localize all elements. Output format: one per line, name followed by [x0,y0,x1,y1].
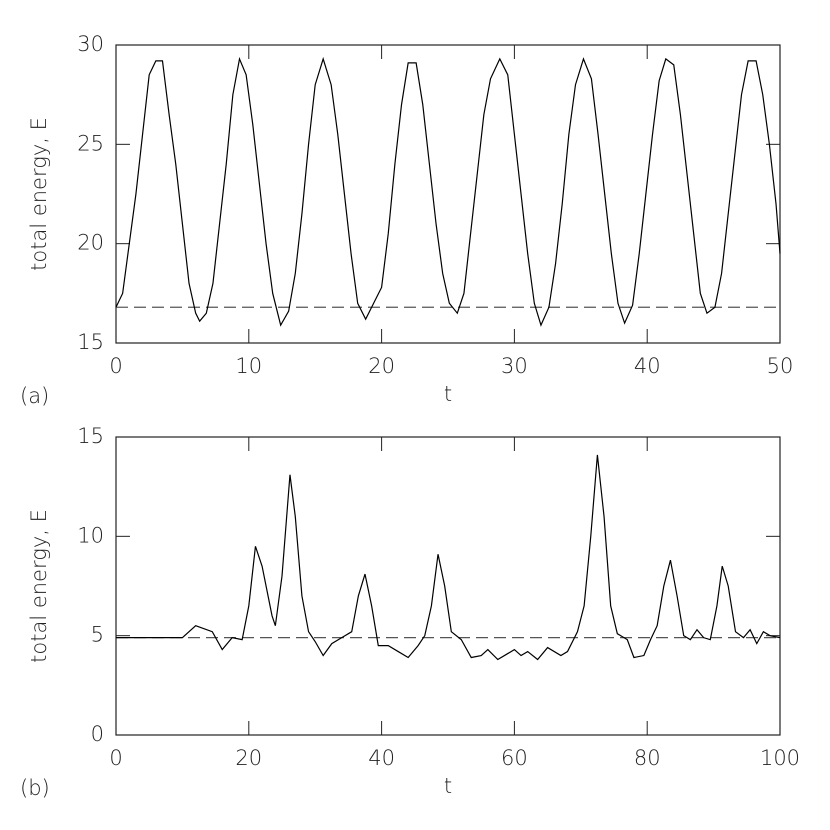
panel-label: (a) [20,384,49,408]
x-tick-label: 80 [634,746,661,770]
y-tick-label: 15 [77,424,104,448]
y-tick-label: 30 [77,32,104,56]
x-axis-label: t [444,774,452,798]
x-tick-label: 10 [235,354,262,378]
x-tick-label: 0 [109,746,122,770]
data-line [115,56,781,327]
panel-label: (b) [20,776,50,800]
data-line [116,454,781,661]
plot-frame [115,436,781,736]
y-axis-label: total energy, E [27,117,51,271]
y-tick-label: 20 [77,231,104,255]
x-tick-label: 60 [501,746,528,770]
y-tick-label: 15 [77,330,104,354]
x-tick-label: 50 [767,354,794,378]
x-tick-label: 0 [109,354,122,378]
x-tick-label: 30 [501,354,528,378]
y-tick-label: 0 [91,722,104,746]
plot-frame [115,44,781,344]
x-tick-label: 20 [235,746,262,770]
x-axis-label: t [444,382,452,406]
x-tick-label: 40 [634,354,661,378]
y-tick-label: 5 [91,623,104,647]
x-tick-label: 100 [760,746,800,770]
y-tick-label: 10 [77,523,104,547]
y-tick-label: 25 [77,131,104,155]
y-axis-label: total energy, E [27,509,51,663]
x-tick-label: 40 [368,746,395,770]
x-tick-label: 20 [368,354,395,378]
